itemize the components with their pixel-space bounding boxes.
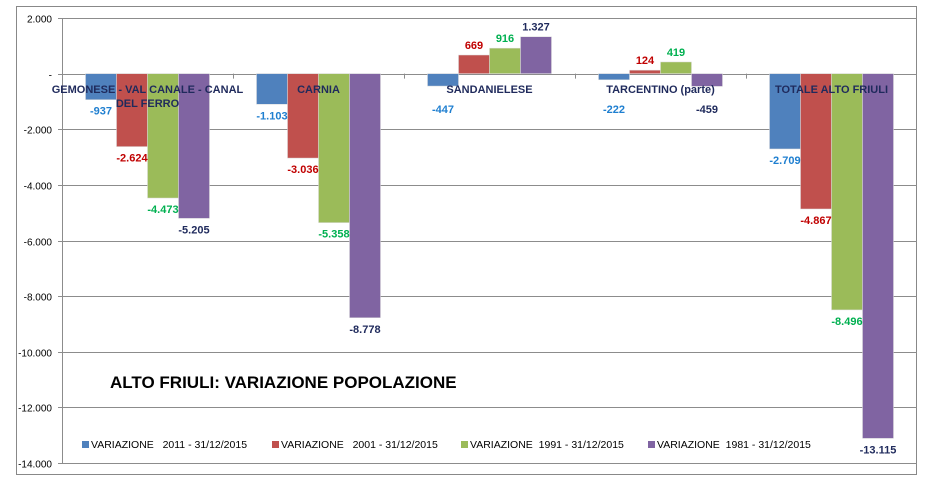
legend-swatch bbox=[82, 441, 89, 448]
chart-title: ALTO FRIULI: VARIAZIONE POPOLAZIONE bbox=[110, 373, 457, 392]
legend-swatch bbox=[272, 441, 279, 448]
y-tick-label: -14.000 bbox=[18, 460, 52, 471]
category-label: SANDANIELESE bbox=[446, 84, 532, 96]
bar bbox=[287, 73, 319, 159]
data-label: -5.358 bbox=[318, 229, 349, 241]
data-label: 1.327 bbox=[522, 22, 550, 34]
bar bbox=[85, 73, 117, 100]
bar bbox=[520, 36, 552, 74]
legend-swatch bbox=[648, 441, 655, 448]
bar bbox=[116, 73, 148, 147]
legend-label: VARIAZIONE 2001 - 31/12/2015 bbox=[281, 439, 438, 451]
data-label: 419 bbox=[667, 47, 685, 59]
y-tick-label: -2.000 bbox=[24, 126, 53, 137]
category-label-line: GEMONESE - VAL CANALE - CANAL bbox=[52, 84, 244, 96]
data-label: -1.103 bbox=[256, 110, 287, 122]
bar bbox=[862, 73, 894, 439]
data-label: 916 bbox=[496, 33, 514, 45]
data-label: 124 bbox=[636, 55, 655, 67]
y-tick-label: -10.000 bbox=[18, 349, 52, 360]
bar bbox=[427, 73, 459, 87]
bar bbox=[489, 47, 521, 74]
legend-swatch bbox=[461, 441, 468, 448]
bar bbox=[629, 69, 661, 74]
category-labels: GEMONESE - VAL CANALE - CANAL DEL FERRO CA… bbox=[52, 84, 888, 110]
y-tick-label: - bbox=[49, 71, 52, 82]
data-label: -2.624 bbox=[116, 153, 148, 165]
data-label: -4.867 bbox=[800, 215, 831, 227]
y-axis-ticks: 2.000 - -2.000 -4.000 -6.000 -8.000 -10.000 -12… bbox=[18, 15, 52, 471]
data-label: -4.473 bbox=[147, 204, 178, 216]
y-tick-label: -4.000 bbox=[24, 182, 53, 193]
bar bbox=[800, 73, 832, 210]
bar bbox=[660, 61, 692, 74]
y-tick-label: -12.000 bbox=[18, 404, 52, 415]
legend: VARIAZIONE 2011 - 31/12/2015 VARIAZIONE 2… bbox=[82, 439, 811, 451]
bar bbox=[691, 73, 723, 87]
data-labels: -937 -1.103 -447 -222 -2.709 -2.624 -3.036 669 1… bbox=[90, 22, 896, 457]
bar bbox=[458, 54, 490, 74]
bar bbox=[256, 73, 288, 105]
bar bbox=[349, 73, 381, 319]
bar bbox=[178, 73, 210, 219]
y-tick-label: 2.000 bbox=[27, 15, 52, 26]
data-label: -2.709 bbox=[769, 155, 800, 167]
legend-label: VARIAZIONE 1981 - 31/12/2015 bbox=[657, 439, 811, 451]
category-label: TARCENTINO (parte) bbox=[606, 84, 715, 96]
bars bbox=[85, 36, 894, 439]
bar bbox=[147, 73, 179, 199]
bar bbox=[598, 73, 630, 81]
data-label: -8.778 bbox=[349, 324, 380, 336]
category-label-line: DEL FERRO bbox=[116, 98, 180, 110]
y-tick-label: -8.000 bbox=[24, 293, 53, 304]
data-label: -3.036 bbox=[287, 164, 318, 176]
legend-label: VARIAZIONE 2011 - 31/12/2015 bbox=[91, 439, 247, 451]
category-label: CARNIA bbox=[297, 84, 340, 96]
data-label: 669 bbox=[465, 40, 483, 52]
category-label: GEMONESE - VAL CANALE - CANAL DEL FERRO bbox=[52, 84, 244, 110]
bar bbox=[318, 73, 350, 223]
data-label: -937 bbox=[90, 106, 112, 118]
data-label: -222 bbox=[603, 104, 625, 116]
category-label: TOTALE ALTO FRIULI bbox=[775, 84, 888, 96]
data-label: -447 bbox=[432, 104, 454, 116]
data-label: -8.496 bbox=[831, 316, 862, 328]
bar bbox=[831, 73, 863, 311]
data-label: -5.205 bbox=[178, 224, 209, 236]
data-label: -13.115 bbox=[860, 444, 897, 456]
data-label: -459 bbox=[696, 104, 718, 116]
bar bbox=[769, 73, 801, 150]
legend-label: VARIAZIONE 1991 - 31/12/2015 bbox=[470, 439, 624, 451]
y-tick-label: -6.000 bbox=[24, 238, 53, 249]
